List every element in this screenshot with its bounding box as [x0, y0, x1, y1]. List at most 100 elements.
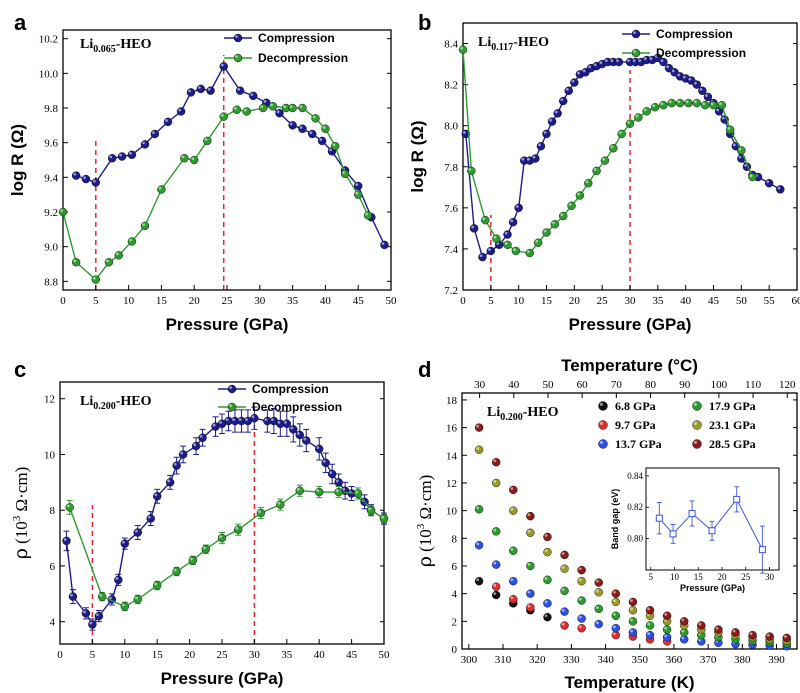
data-point	[503, 240, 512, 250]
inset-data-point	[655, 514, 663, 522]
data-point-highlight	[106, 259, 109, 263]
y-tick-label: 7.6	[444, 203, 458, 215]
data-point	[315, 487, 324, 497]
data-point	[662, 611, 672, 620]
x-tick-label: 15	[541, 295, 553, 307]
inset-x-tick-label: 5	[649, 572, 654, 582]
data-point-highlight	[476, 506, 480, 510]
data-point	[776, 185, 785, 194]
data-point-highlight	[521, 157, 525, 161]
data-point	[514, 203, 523, 213]
data-point	[94, 611, 104, 621]
series-compression	[71, 62, 389, 250]
x-tick-label: 10	[513, 295, 525, 307]
data-point-highlight	[515, 205, 519, 208]
data-point-highlight	[749, 174, 753, 178]
x2-axis-label: Temperature (°C)	[561, 356, 698, 375]
data-point	[564, 86, 573, 95]
data-point-highlight	[342, 171, 346, 174]
data-point	[334, 478, 343, 487]
data-point	[577, 614, 586, 623]
data-point-highlight	[219, 535, 223, 539]
data-point	[614, 57, 624, 67]
y-axis-label: log R (Ω)	[408, 120, 427, 192]
data-point-highlight	[190, 557, 193, 561]
data-point-highlight	[504, 231, 508, 235]
data-point	[645, 606, 655, 615]
data-point	[492, 234, 501, 243]
data-point	[577, 576, 586, 586]
data-point-highlight	[578, 625, 582, 629]
data-point	[250, 414, 259, 423]
inset-data-point	[669, 530, 677, 538]
data-point-highlight	[660, 102, 664, 106]
data-point-highlight	[510, 219, 514, 223]
data-point	[650, 103, 660, 112]
data-point	[543, 532, 552, 542]
x2-tick-label: 100	[711, 379, 728, 391]
data-point	[481, 215, 490, 225]
data-point-highlight	[652, 104, 656, 108]
data-point	[503, 230, 512, 239]
data-point-highlight	[83, 176, 86, 180]
x-tick-label: 55	[764, 295, 776, 307]
data-point-highlight	[578, 578, 582, 582]
data-point-highlight	[510, 507, 514, 511]
data-point	[765, 632, 774, 641]
data-point	[233, 525, 243, 534]
data-point	[71, 258, 81, 267]
data-point-highlight	[578, 615, 582, 619]
panel-label: d	[418, 357, 431, 382]
data-point-highlight	[671, 69, 675, 73]
data-point-highlight	[493, 592, 497, 596]
x-tick-label: 50	[386, 295, 398, 307]
y-tick-label: 12	[446, 478, 457, 490]
data-point-highlight	[129, 238, 132, 242]
inset-x-axis-label: Pressure (GPa)	[680, 583, 745, 593]
data-point-highlight	[610, 145, 614, 149]
legend-marker	[692, 401, 702, 411]
data-point	[140, 221, 150, 231]
x-tick-label: 40	[320, 295, 332, 307]
data-point-highlight	[335, 489, 339, 493]
data-point	[491, 590, 501, 600]
data-point	[714, 625, 723, 634]
legend-marker	[692, 439, 702, 449]
data-point	[491, 457, 501, 467]
data-point-highlight	[180, 451, 184, 455]
panel-c: 0 5 10 15 20 25 30 35 40 45 50 4 6 8 10 12 Compression De…	[10, 357, 390, 688]
data-point-highlight	[599, 61, 603, 65]
data-point-highlight	[664, 626, 668, 630]
data-point	[692, 80, 701, 89]
data-point	[697, 621, 706, 630]
data-point	[491, 527, 501, 536]
data-point-highlight	[504, 242, 508, 245]
x-tick-label: 340	[597, 654, 614, 666]
legend-marker-highlight	[693, 440, 697, 444]
inset-data-point	[758, 546, 766, 554]
data-point	[559, 96, 568, 106]
data-point	[577, 596, 586, 605]
data-point	[509, 485, 518, 495]
data-point-highlight	[544, 577, 548, 580]
data-point-highlight	[482, 217, 486, 221]
series-9-7-gpa	[491, 582, 672, 646]
data-point-highlight	[544, 600, 548, 604]
data-point-highlight	[284, 421, 287, 424]
panel-label: b	[418, 10, 431, 35]
data-point-highlight	[635, 114, 639, 118]
data-point	[62, 536, 71, 546]
y-tick-label: 14	[446, 450, 458, 462]
data-point-highlight	[568, 202, 572, 206]
data-point	[611, 611, 621, 620]
data-point-highlight	[99, 593, 103, 597]
x-tick-label: 45	[708, 295, 720, 307]
data-point	[311, 114, 320, 123]
x-tick-label: 25	[222, 295, 234, 307]
inset-data-point	[688, 510, 696, 518]
y-tick-label: 6	[452, 561, 458, 573]
data-point	[276, 500, 285, 509]
x-tick-label: 300	[461, 654, 478, 666]
data-point	[642, 107, 651, 116]
legend-marker-highlight	[235, 35, 239, 38]
